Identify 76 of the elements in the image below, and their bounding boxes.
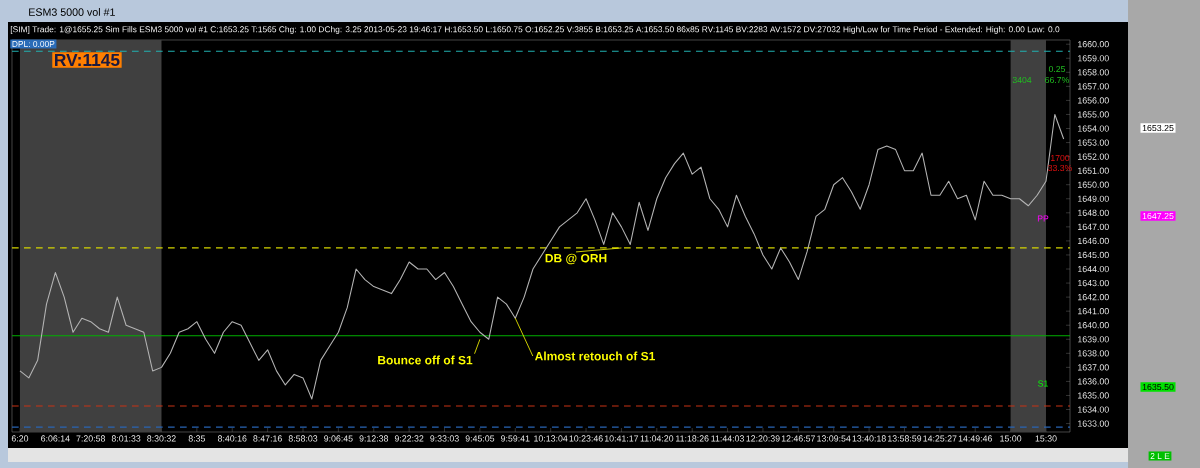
x-tick-label: 8:58:03: [288, 435, 318, 442]
x-tick-label: 14:25:27: [923, 435, 957, 442]
y-tick-label: 1649.00: [1078, 195, 1109, 202]
y-tick-label: 1647.00: [1078, 223, 1109, 230]
x-tick-label: 10:13:04: [534, 435, 568, 442]
x-tick-label: 12:46:57: [781, 435, 816, 442]
x-tick-label: 8:47:16: [253, 435, 282, 442]
annotation: 66.7%: [1045, 76, 1069, 84]
x-tick-label: 8:35: [188, 435, 206, 442]
x-tick-label: 6:06:14: [41, 435, 70, 442]
x-tick-label: 7:20:58: [76, 435, 106, 442]
y-tick-label: 1656.00: [1078, 97, 1109, 104]
x-tick-label: 10:23:46: [569, 435, 603, 442]
x-tick-label: 12:20:39: [746, 435, 780, 442]
y-tick-label: 1658.00: [1078, 69, 1109, 76]
y-tick-label: 1653.00: [1078, 139, 1109, 146]
annotation: DPL: 0.00P: [12, 41, 55, 47]
y-tick-label: 1660.00: [1078, 41, 1109, 48]
annotation: 1700: [1051, 154, 1070, 162]
chart-subtitle: ESM3 5000 vol #1: [29, 8, 115, 16]
annotation: S1: [1038, 380, 1048, 387]
x-tick-label: 13:40:18: [852, 435, 886, 442]
x-tick-label: 9:33:03: [430, 435, 459, 442]
text: 1647.25: [1142, 212, 1174, 220]
x-tick-label: 9:45:05: [465, 435, 495, 442]
y-tick-label: 1644.00: [1078, 265, 1109, 273]
x-tick-label: 9:59:41: [501, 435, 530, 442]
x-tick-label: 9:06:45: [324, 435, 353, 442]
x-tick-label: 10:41:17: [604, 435, 639, 442]
y-tick-label: 1650.00: [1078, 181, 1109, 188]
x-tick-label: 14:49:46: [958, 435, 992, 442]
y-tick-label: 1642.00: [1078, 294, 1109, 301]
annotation: Almost retouch of S1: [534, 351, 655, 361]
y-tick-label: 1636.00: [1078, 378, 1109, 385]
y-tick-label: 1638.00: [1078, 350, 1109, 357]
x-tick-label: 8:30:32: [147, 435, 176, 442]
y-tick-label: 1634.00: [1078, 406, 1109, 413]
x-tick-label: 15:00: [1000, 435, 1022, 442]
y-tick-label: 1648.00: [1078, 209, 1109, 216]
text: 1635.50: [1142, 383, 1174, 391]
y-tick-label: 1637.00: [1078, 364, 1109, 371]
annotation: 3404: [1012, 76, 1032, 84]
x-tick-label: 11:44:03: [711, 435, 744, 442]
y-tick-label: 1657.00: [1078, 83, 1109, 90]
x-tick-label: 15:30: [1035, 435, 1057, 442]
y-tick-label: 1643.00: [1078, 279, 1109, 287]
annotation: RV:1145: [55, 53, 120, 67]
x-tick-label: 13:58:59: [888, 435, 922, 442]
text: 2 L E: [1150, 453, 1170, 459]
annotation: 33.3%: [1048, 164, 1072, 172]
x-tick-label: 11:04:20: [640, 435, 674, 442]
y-tick-label: 1646.00: [1078, 237, 1109, 245]
y-tick-label: 1635.00: [1078, 392, 1109, 399]
y-tick-label: 1652.00: [1078, 153, 1109, 160]
y-tick-label: 1640.00: [1078, 322, 1109, 329]
chart-title: [SIM] Trade: 1@1655.25 Sim Fills ESM3 5000 vol #1 C:1653.25 T:1565 Chg: 1.00 DChg: 3.25 2013-05-23 19:46:17 H:1653.50 L:1650.75 O:1652.25 V:3855 B:1653.25 A:1653.50 86x85 RV:1145 BV:2283 AV:1572 DV:27032 High/Low for Time Period - Extended: High: 0.00 Low: 0.0: [10, 26, 1060, 34]
annotation: 0.25: [1048, 65, 1066, 73]
y-tick-label: 1645.00: [1078, 251, 1109, 259]
annotation: Bounce off of S1: [378, 355, 473, 365]
x-tick-label: 13:09:54: [817, 435, 851, 442]
annotation: PP: [1037, 215, 1049, 222]
y-tick-label: 1639.00: [1078, 336, 1109, 343]
x-tick-label: 9:12:38: [359, 435, 389, 442]
y-tick-label: 1655.00: [1078, 111, 1109, 118]
y-tick-label: 1651.00: [1078, 167, 1109, 174]
y-tick-label: 1654.00: [1078, 125, 1109, 132]
x-tick-label: 11:18:26: [676, 435, 709, 442]
y-tick-label: 1659.00: [1078, 55, 1109, 62]
text: 1653.25: [1142, 124, 1174, 132]
x-tick-label: 6:20: [11, 435, 29, 442]
x-tick-label: 9:22:32: [394, 435, 424, 442]
annotation: DB @ ORH: [545, 253, 607, 265]
y-tick-label: 1641.00: [1078, 308, 1109, 315]
y-tick-label: 1633.00: [1078, 420, 1109, 427]
x-tick-label: 8:01:33: [111, 435, 141, 442]
x-tick-label: 8:40:16: [217, 435, 247, 442]
